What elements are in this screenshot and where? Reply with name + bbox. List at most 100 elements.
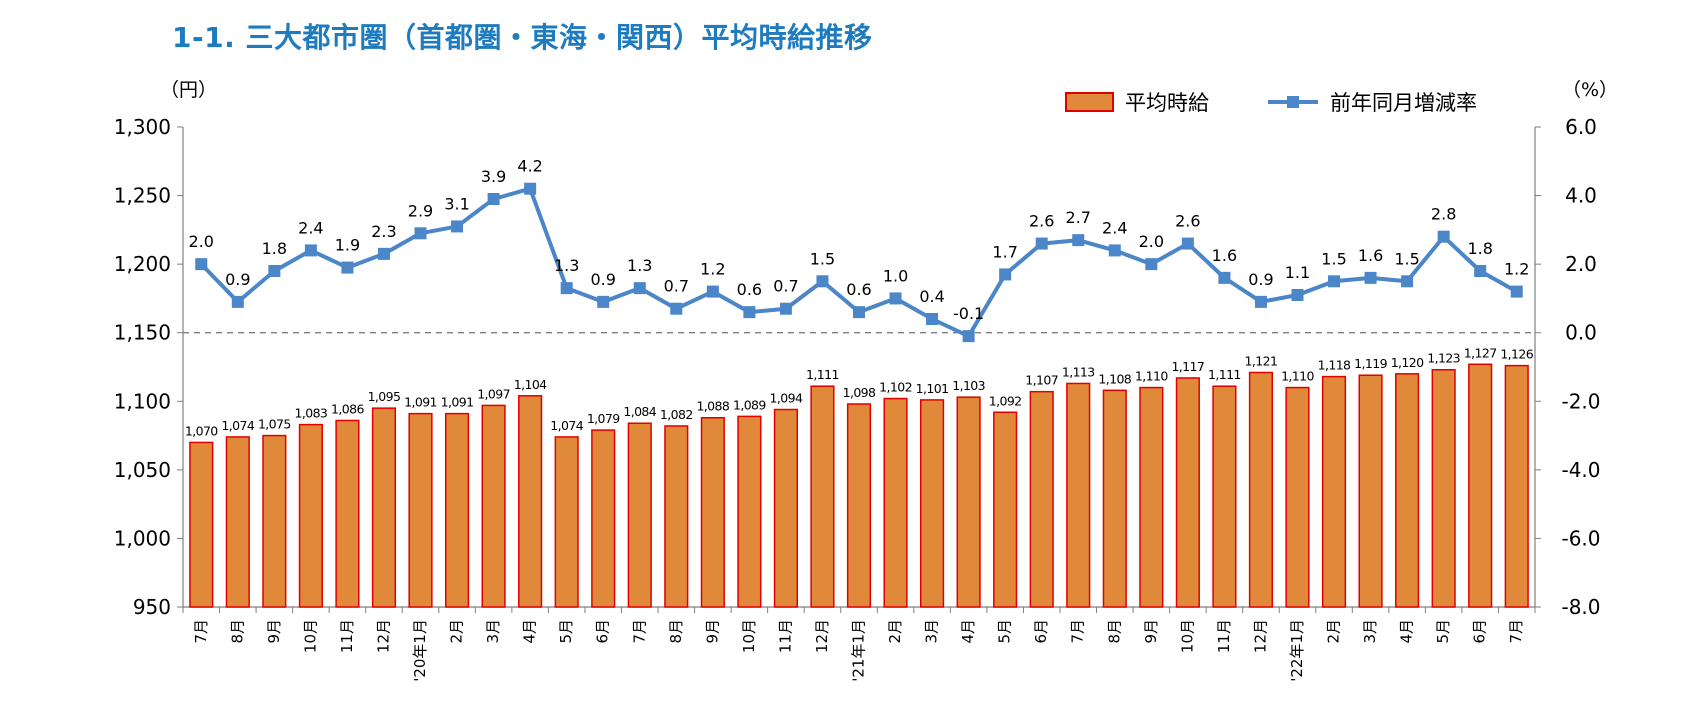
left-tick-label: 1,000 bbox=[114, 526, 171, 550]
bar-value-label: 1,108 bbox=[1098, 371, 1131, 386]
bar bbox=[1139, 386, 1164, 608]
bar bbox=[189, 441, 214, 608]
bar-value-label: 1,119 bbox=[1354, 356, 1387, 371]
x-tick-label: 6月 bbox=[1032, 619, 1050, 644]
rate-point bbox=[524, 182, 537, 195]
x-tick-label: 2月 bbox=[1325, 619, 1343, 644]
rate-value-label: 1.5 bbox=[810, 249, 835, 268]
bar bbox=[883, 397, 908, 608]
bar bbox=[1358, 374, 1383, 608]
x-tick-label: '21年1月 bbox=[850, 619, 868, 682]
bar-value-label: 1,079 bbox=[587, 411, 620, 426]
x-tick-label: 2月 bbox=[886, 619, 904, 644]
bar-value-label: 1,126 bbox=[1500, 347, 1533, 362]
rate-value-label: 1.3 bbox=[554, 256, 579, 275]
bar-value-label: 1,089 bbox=[733, 397, 766, 412]
left-tick-label: 1,200 bbox=[114, 252, 171, 276]
x-tick-label: 10月 bbox=[301, 619, 319, 653]
bar bbox=[627, 422, 652, 608]
rate-value-label: 1.2 bbox=[1504, 260, 1529, 279]
bar bbox=[1175, 377, 1200, 608]
x-tick-label: 9月 bbox=[703, 619, 721, 644]
x-tick-label: '22年1月 bbox=[1288, 619, 1306, 682]
rate-value-label: 1.2 bbox=[700, 260, 725, 279]
rate-point bbox=[1291, 289, 1304, 301]
x-tick-label: 3月 bbox=[923, 619, 941, 644]
left-tick-label: 1,100 bbox=[114, 389, 171, 413]
x-tick-label: 5月 bbox=[996, 619, 1014, 644]
x-tick-label: 4月 bbox=[959, 619, 977, 644]
rate-point bbox=[1364, 271, 1377, 284]
bar-value-label: 1,113 bbox=[1062, 364, 1095, 379]
rate-point bbox=[451, 220, 464, 233]
rate-value-label: 1.6 bbox=[1358, 246, 1383, 265]
rate-value-label: 1.5 bbox=[1321, 249, 1346, 268]
bar bbox=[444, 412, 470, 608]
bar-value-label: 1,086 bbox=[331, 401, 364, 416]
rate-value-label: 3.1 bbox=[444, 194, 469, 213]
bar-value-label: 1,110 bbox=[1281, 369, 1314, 384]
rate-point bbox=[999, 268, 1012, 281]
rate-point bbox=[1510, 285, 1523, 298]
x-tick-label: 6月 bbox=[594, 619, 612, 644]
rate-point bbox=[816, 275, 829, 288]
bar bbox=[920, 399, 945, 608]
x-tick-label: 3月 bbox=[484, 619, 502, 644]
rate-value-label: 0.9 bbox=[1248, 270, 1273, 289]
rate-point bbox=[853, 306, 865, 319]
rate-point bbox=[597, 295, 610, 308]
bar-value-label: 1,127 bbox=[1464, 345, 1497, 360]
bar bbox=[737, 415, 762, 608]
rate-point bbox=[1328, 275, 1341, 288]
rate-value-label: 1.9 bbox=[335, 236, 360, 255]
bar-value-label: 1,103 bbox=[952, 378, 985, 393]
bar-value-label: 1,111 bbox=[1208, 367, 1241, 382]
bar-value-label: 1,098 bbox=[843, 385, 876, 400]
rate-value-label: 2.7 bbox=[1066, 208, 1091, 227]
x-tick-label: 8月 bbox=[667, 619, 685, 644]
rate-point bbox=[231, 295, 244, 308]
x-tick-label: 9月 bbox=[265, 619, 283, 644]
rate-value-label: 1.8 bbox=[262, 239, 287, 258]
bar-value-label: 1,104 bbox=[514, 377, 547, 392]
bar bbox=[1248, 371, 1274, 608]
rate-value-label: 0.9 bbox=[225, 270, 250, 289]
rate-value-label: 2.4 bbox=[298, 218, 323, 237]
rate-value-label: 2.0 bbox=[1139, 232, 1164, 251]
rate-value-label: 2.6 bbox=[1029, 212, 1054, 231]
right-tick-label: -4.0 bbox=[1561, 458, 1600, 482]
bar-value-label: 1,091 bbox=[441, 395, 474, 410]
rate-point bbox=[1401, 275, 1414, 288]
rate-value-label: 1.0 bbox=[883, 266, 908, 285]
rate-value-label: 1.1 bbox=[1285, 263, 1310, 282]
bar-value-label: 1,117 bbox=[1171, 359, 1204, 374]
bar-value-label: 1,097 bbox=[477, 386, 510, 401]
bar bbox=[371, 407, 397, 608]
left-tick-label: 1,150 bbox=[114, 321, 171, 345]
rate-point bbox=[1108, 244, 1121, 257]
bar-value-label: 1,074 bbox=[550, 418, 583, 433]
bar bbox=[408, 412, 433, 608]
x-tick-label: 3月 bbox=[1361, 619, 1379, 644]
rate-point bbox=[1072, 234, 1085, 247]
rate-point bbox=[633, 282, 646, 295]
rate-point bbox=[1474, 265, 1487, 277]
bar bbox=[664, 425, 689, 608]
bar bbox=[1321, 375, 1347, 608]
bar bbox=[591, 429, 616, 608]
bar-value-label: 1,123 bbox=[1427, 351, 1460, 366]
right-tick-label: 0.0 bbox=[1565, 321, 1597, 345]
x-tick-label: 11月 bbox=[776, 619, 794, 653]
bar-value-label: 1,101 bbox=[916, 381, 949, 396]
x-tick-label: 7月 bbox=[630, 619, 648, 644]
rate-point bbox=[1437, 230, 1450, 243]
bar-value-label: 1,120 bbox=[1391, 355, 1424, 370]
rate-value-label: 2.8 bbox=[1431, 205, 1456, 224]
x-tick-label: 10月 bbox=[740, 619, 758, 653]
rate-point bbox=[304, 244, 317, 257]
bar-value-label: 1,107 bbox=[1025, 373, 1058, 388]
bar bbox=[1102, 389, 1127, 608]
rate-value-label: 1.6 bbox=[1212, 246, 1237, 265]
rate-point bbox=[414, 227, 427, 240]
x-tick-label: 8月 bbox=[228, 619, 246, 644]
